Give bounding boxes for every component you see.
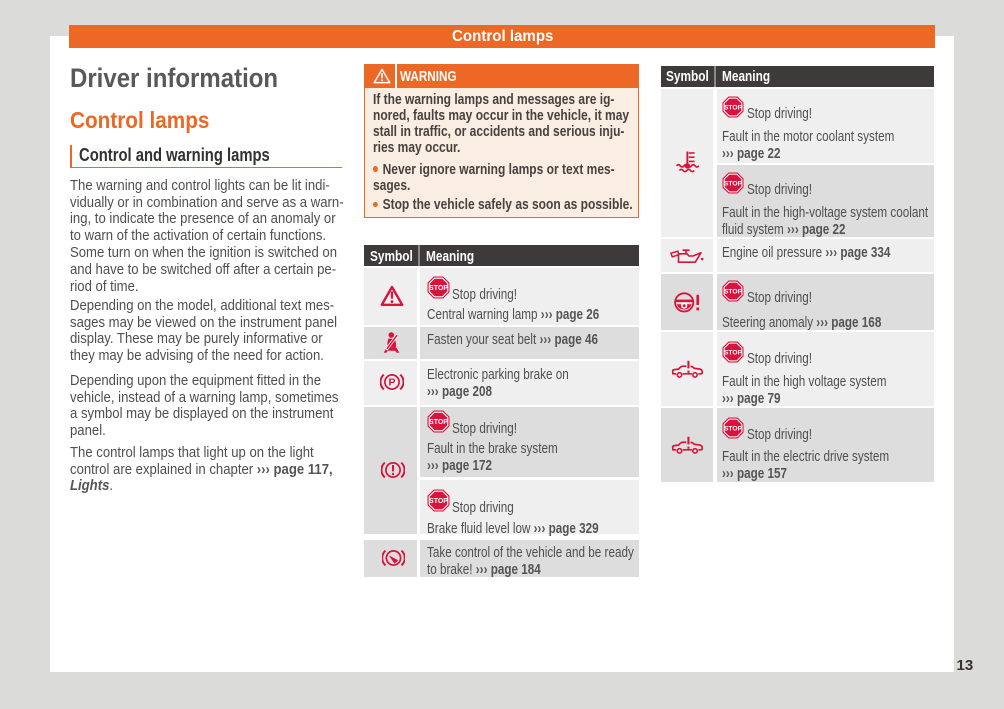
svg-text:P: P: [388, 376, 395, 388]
svg-text:STOP: STOP: [429, 419, 448, 426]
svg-text:STOP: STOP: [723, 350, 742, 357]
svg-text:STOP: STOP: [723, 289, 742, 296]
svg-text:STOP: STOP: [723, 105, 742, 112]
svg-text:STOP: STOP: [429, 285, 448, 292]
svg-text:STOP: STOP: [723, 180, 742, 187]
svg-text:STOP: STOP: [429, 498, 448, 505]
svg-text:STOP: STOP: [723, 425, 742, 432]
